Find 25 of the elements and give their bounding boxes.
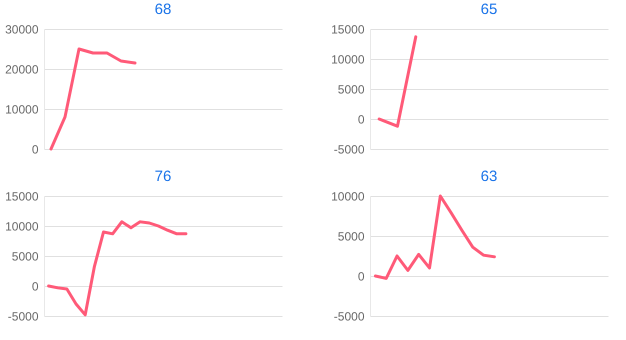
line-series bbox=[374, 194, 496, 280]
y-tick-label: -5000 bbox=[334, 142, 365, 156]
chart-title: 65 bbox=[480, 1, 498, 18]
y-tick-label: 10000 bbox=[5, 220, 39, 234]
y-tick-label: 15000 bbox=[331, 22, 365, 36]
y-tick-label: 0 bbox=[358, 270, 365, 284]
y-tick-label: 10000 bbox=[5, 102, 39, 116]
y-tick-label: 0 bbox=[358, 112, 365, 126]
y-tick-label: 5000 bbox=[338, 230, 365, 244]
y-tick-label: 10000 bbox=[331, 190, 365, 204]
y-tick-label: 10000 bbox=[331, 52, 365, 66]
y-tick-label: 5000 bbox=[338, 82, 365, 96]
y-tick-label: 15000 bbox=[5, 190, 39, 204]
y-tick-label: 5000 bbox=[12, 250, 39, 264]
y-tick-label: 0 bbox=[32, 280, 39, 294]
line-series bbox=[47, 220, 188, 316]
y-tick-label: 30000 bbox=[5, 22, 39, 36]
y-tick-label: 20000 bbox=[5, 62, 39, 76]
y-tick-label: -5000 bbox=[8, 310, 39, 324]
chart-title: 63 bbox=[480, 168, 498, 185]
line-series bbox=[50, 48, 136, 150]
y-tick-label: -5000 bbox=[334, 310, 365, 324]
chart-title: 76 bbox=[154, 168, 172, 185]
y-tick-label: 0 bbox=[32, 142, 39, 156]
chart-title: 68 bbox=[154, 1, 172, 18]
